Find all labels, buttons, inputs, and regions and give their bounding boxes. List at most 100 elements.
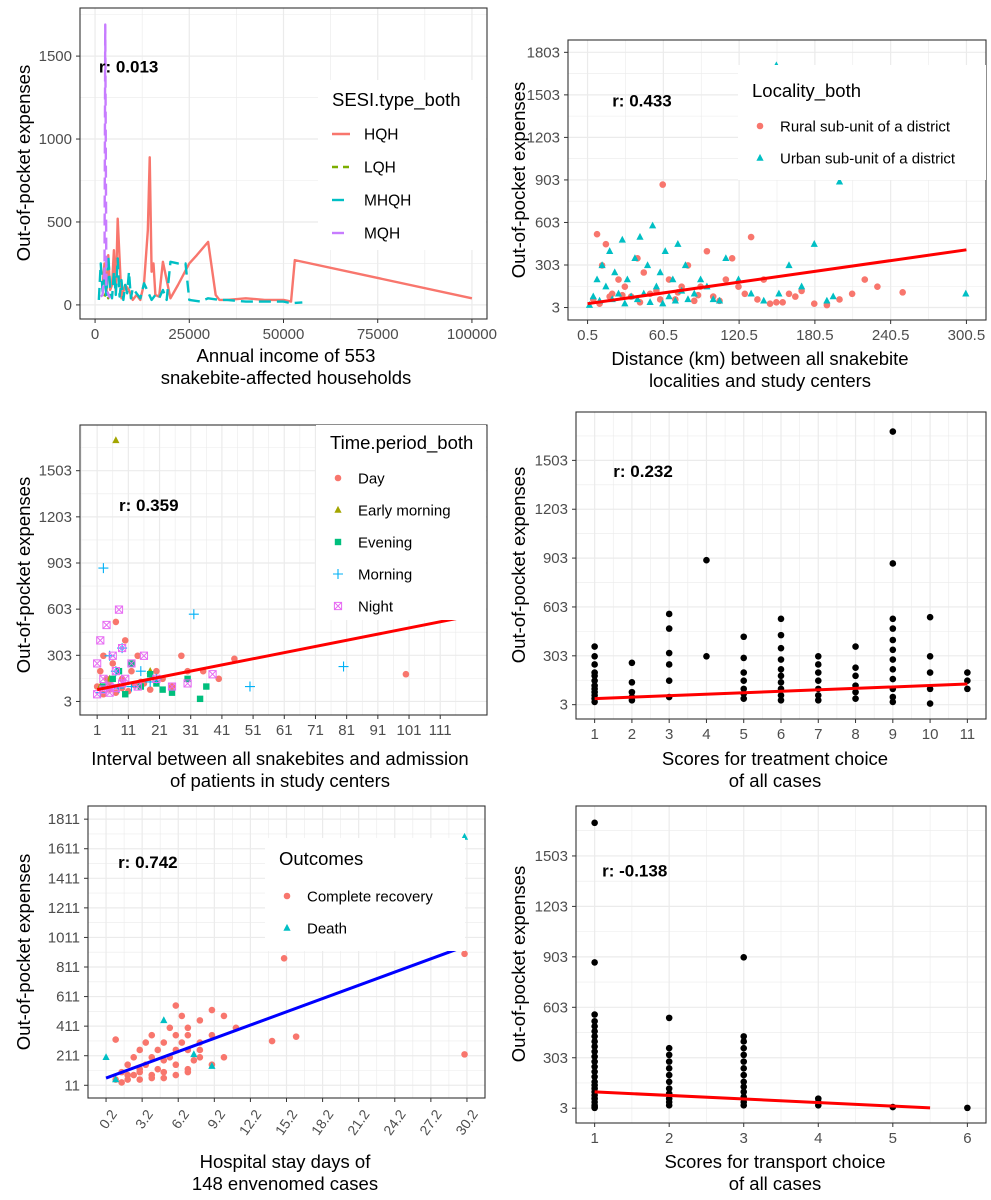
data-point [889,675,897,683]
data-point [665,1071,673,1079]
data-point [591,1063,598,1070]
chart-p2: 0.5 60.5 120.5 180.5 240.5 300.5 3 303 603 903 120… [508,39,987,391]
y-axis-title: Out-of-pocket expenses [13,65,34,261]
legend: Locality_both Rural sub-unit of a distric… [738,65,986,180]
chart-p3: 1 11 21 31 41 51 61 71 81 91 101 111330360390312031… [13,424,488,791]
data-point [196,695,204,703]
data-point [183,679,192,688]
x-axis-title: localities and study centers [649,370,871,391]
data-point [220,1054,228,1061]
y-tick-label: 1203 [535,501,568,518]
data-point [814,661,822,668]
data-point [740,1083,748,1091]
data-point [889,428,897,435]
data-point [614,289,623,297]
y-tick-label: 903 [47,555,72,572]
legend-background [738,65,986,180]
data-point [766,300,774,307]
legend-key [283,892,291,900]
legend-label: LQH [364,160,396,177]
data-point [665,1102,673,1109]
data-point [665,661,673,668]
data-point [220,1012,228,1020]
data-point [591,1023,598,1030]
data-point [656,296,664,303]
data-point [661,247,669,254]
data-point [889,560,897,567]
data-point [852,664,859,671]
series-mhqh [97,253,303,305]
y-tick-label: 303 [543,648,568,665]
data-point [814,652,822,660]
data-point [777,615,785,623]
data-point [926,700,934,707]
data-point [619,291,626,299]
data-point [153,667,160,675]
data-point [292,1033,300,1040]
series-layer [97,23,473,305]
data-point [591,652,598,660]
data-point [188,609,199,620]
data-point [591,643,598,650]
data-point [814,677,822,685]
data-point [889,636,897,644]
x-tick-label: 81 [338,722,355,739]
legend-label: Urban sub-unit of a district [780,151,956,168]
data-point [244,681,255,692]
data-point [134,652,141,660]
y-tick-label: 1203 [527,129,560,146]
data-point [874,283,881,290]
data-point [674,240,682,247]
data-point [889,656,897,663]
series-layer [591,819,971,1112]
data-point [659,299,667,307]
data-point [848,290,856,298]
data-point [122,691,129,698]
data-point [889,666,897,673]
y-tick-label: 0 [64,297,72,314]
data-point [792,293,799,300]
legend: Outcomes Complete recovery Death [265,838,465,951]
data-point [136,1076,144,1083]
data-point [178,1039,186,1046]
data-point [735,283,742,290]
y-tick-label: 303 [535,257,560,274]
data-point [148,1031,156,1039]
x-tick-label: 21.2 [344,1106,373,1138]
data-point [652,282,660,290]
data-point [665,292,673,300]
data-point [631,254,639,262]
y-tick-label: 903 [543,949,568,966]
data-point [167,682,177,691]
x-tick-label: 4 [702,726,710,743]
data-point [728,255,736,262]
y-tick-label: 411 [56,1018,80,1035]
y-axis-title: Out-of-pocket expenses [508,467,529,663]
data-point [835,177,844,185]
x-axis-title: 148 envenomed cases [192,1173,378,1194]
data-point [836,296,843,303]
x-axis-title: Interval between all snakebites and admi… [91,748,468,769]
data-point [964,669,971,676]
data-point [203,683,210,690]
y-axis-title: Out-of-pocket expenses [508,866,529,1062]
data-point [889,615,897,623]
data-point [777,696,785,704]
data-point [172,1002,180,1009]
data-point [640,269,648,276]
legend: Time.period_both Day Early morning Evening M… [316,425,486,620]
y-tick-label: 603 [535,214,560,231]
legend-label: HQH [364,127,398,144]
data-point [615,276,622,283]
series-layer [93,436,460,703]
y-tick-label: 211 [56,1048,80,1065]
series-layer [102,832,469,1086]
y-tick-label: 1203 [535,898,568,915]
x-tick-label: 180.5 [796,327,834,344]
data-point [649,221,657,229]
data-point [591,672,598,680]
data-point [112,689,120,696]
data-point [740,1044,748,1052]
data-point [112,436,120,444]
